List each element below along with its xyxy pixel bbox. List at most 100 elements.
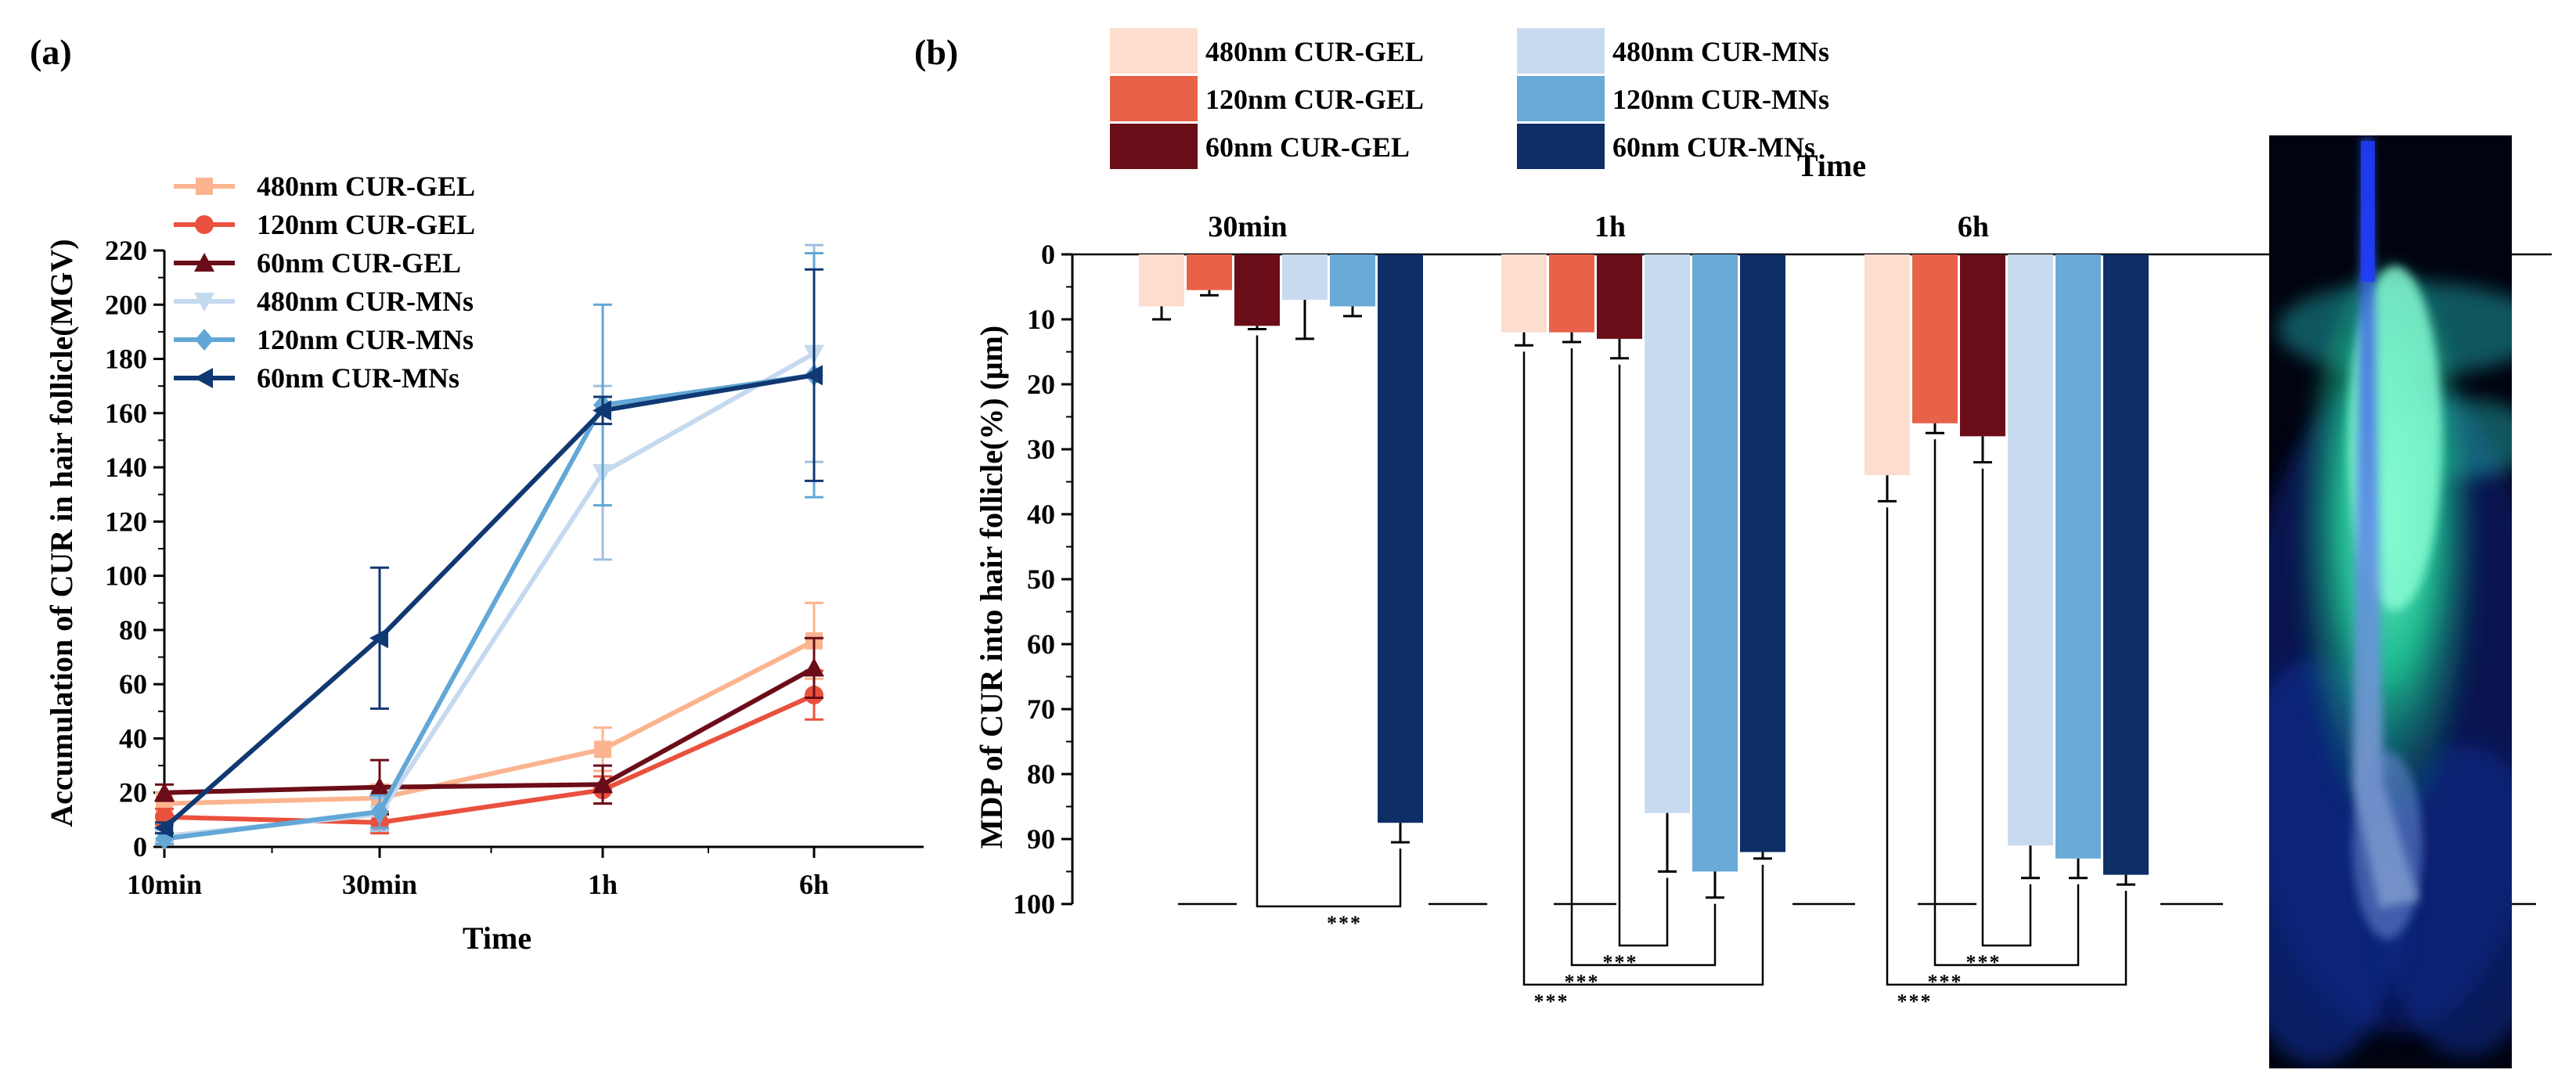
group-label: 1h xyxy=(1594,211,1626,243)
bar xyxy=(1864,254,1910,476)
hair-follicle-micrograph xyxy=(2269,135,2512,1068)
panel-b-label: (b) xyxy=(914,32,958,72)
legend-swatch xyxy=(1110,28,1198,74)
line-chart-y-ticks: 0 20 40 60 80 100 120 140 160 180 200 220 xyxy=(105,235,164,863)
bar xyxy=(1187,254,1232,290)
bar-chart-bars xyxy=(1139,254,2149,899)
legend-marker xyxy=(195,215,214,234)
bar xyxy=(2103,254,2149,875)
y-tick-label: 220 xyxy=(105,235,147,266)
significance-bracket xyxy=(1522,351,1764,986)
bar xyxy=(1549,254,1594,333)
bar xyxy=(1740,254,1785,852)
y-tick-label: 120 xyxy=(105,506,147,537)
bar-chart-y-ticks: 0 10 20 30 40 50 60 70 80 90 100 xyxy=(1013,239,1072,920)
series-line xyxy=(164,373,815,841)
y-tick-label: 30 xyxy=(1027,434,1055,465)
y-tick-label: 80 xyxy=(1027,758,1055,790)
y-tick-label: 10 xyxy=(1027,304,1055,335)
significance-label: *** xyxy=(1603,951,1638,974)
bar xyxy=(1378,254,1423,823)
data-point xyxy=(594,740,611,758)
series-480nm-cur-mns xyxy=(154,243,824,847)
y-tick-label: 80 xyxy=(119,614,147,646)
group-label: 30min xyxy=(1208,211,1287,243)
legend-label: 60nm CUR-GEL xyxy=(257,247,461,279)
bar-chart-group-labels: 30min 1h 6h xyxy=(1208,211,1989,243)
significance-bracket xyxy=(1981,468,2032,947)
significance-bracket xyxy=(1618,364,1669,947)
y-tick-label: 20 xyxy=(119,777,147,809)
legend-label: 480nm CUR-GEL xyxy=(257,171,475,202)
y-tick-label: 50 xyxy=(1027,564,1055,595)
y-tick-label: 40 xyxy=(1027,499,1055,530)
x-tick-label: 6h xyxy=(799,869,829,900)
legend-swatch xyxy=(1517,28,1605,74)
series-line xyxy=(164,639,816,806)
y-tick-label: 100 xyxy=(105,560,147,592)
significance-label: *** xyxy=(1928,971,1963,993)
line-chart-x-label: Time xyxy=(463,920,531,956)
bar xyxy=(2008,254,2053,846)
data-point xyxy=(369,776,390,796)
legend-label: 60nm CUR-MNs xyxy=(1612,131,1815,163)
data-point xyxy=(593,774,613,794)
line-chart-x-ticks: 10min 30min 1h 6h xyxy=(127,847,829,900)
x-tick-label: 30min xyxy=(342,869,417,900)
legend-label: 60nm CUR-MNs xyxy=(257,362,459,394)
bar xyxy=(2055,254,2101,859)
bar xyxy=(1692,254,1738,872)
bar-chart-legend: 480nm CUR-GEL 120nm CUR-GEL 60nm CUR-GEL 48… xyxy=(1110,28,1829,169)
y-tick-label: 90 xyxy=(1027,823,1055,855)
legend-label: 480nm CUR-GEL xyxy=(1205,36,1424,67)
bar xyxy=(1501,254,1547,333)
bar-chart-y-label: MDP of CUR into hair follicle(%) (μm) xyxy=(974,326,1009,848)
y-tick-label: 140 xyxy=(105,452,147,483)
x-tick-label: 10min xyxy=(127,869,202,900)
y-tick-label: 0 xyxy=(133,831,147,863)
bar xyxy=(1597,254,1642,339)
data-point xyxy=(369,628,388,649)
data-point xyxy=(154,817,173,838)
y-tick-label: 160 xyxy=(105,398,147,429)
line-chart-y-label: Accumulation of CUR in hair follicle(MGV… xyxy=(44,239,79,827)
significance-bracket xyxy=(1933,439,2080,967)
y-tick-label: 40 xyxy=(119,722,147,754)
bar-chart-title: Time xyxy=(1797,148,1866,183)
legend-swatch xyxy=(1110,124,1198,169)
bar xyxy=(1139,254,1184,307)
x-tick-label: 1h xyxy=(588,869,618,900)
significance-label: *** xyxy=(1327,912,1362,935)
bar xyxy=(1912,254,1958,423)
line-chart-legend: 480nm CUR-GEL 120nm CUR-GEL 60nm CUR-GEL 48… xyxy=(174,171,475,394)
bar xyxy=(1282,254,1328,301)
legend-swatch xyxy=(1517,124,1605,169)
legend-marker xyxy=(194,368,213,388)
significance-bracket xyxy=(1886,507,2127,986)
legend-label: 60nm CUR-GEL xyxy=(1205,131,1410,163)
legend-marker xyxy=(196,178,213,195)
bar xyxy=(1645,254,1690,813)
panel-a-label: (a) xyxy=(30,32,72,72)
significance-bracket xyxy=(1570,348,1717,967)
series-line xyxy=(164,351,816,839)
series-line xyxy=(164,693,816,825)
legend-marker xyxy=(195,329,214,351)
legend-label: 120nm CUR-GEL xyxy=(257,209,475,240)
data-point xyxy=(370,800,389,823)
group-label: 6h xyxy=(1958,211,1989,243)
significance-label: *** xyxy=(1966,951,2001,974)
significance-label: *** xyxy=(1897,990,1933,1013)
data-point xyxy=(154,782,175,801)
y-tick-label: 20 xyxy=(1027,369,1055,400)
data-point xyxy=(804,657,824,677)
legend-label: 480nm CUR-MNs xyxy=(257,286,474,317)
bar xyxy=(1330,254,1375,307)
y-tick-label: 60 xyxy=(1027,629,1055,660)
line-chart-panel-a: 10min 30min 1h 6h 0 20 40 60 80 100 120 140 160 180 2… xyxy=(44,171,924,956)
series-line xyxy=(163,373,815,830)
legend-swatch xyxy=(1517,76,1605,121)
y-tick-label: 70 xyxy=(1027,693,1055,725)
y-tick-label: 60 xyxy=(119,668,147,700)
